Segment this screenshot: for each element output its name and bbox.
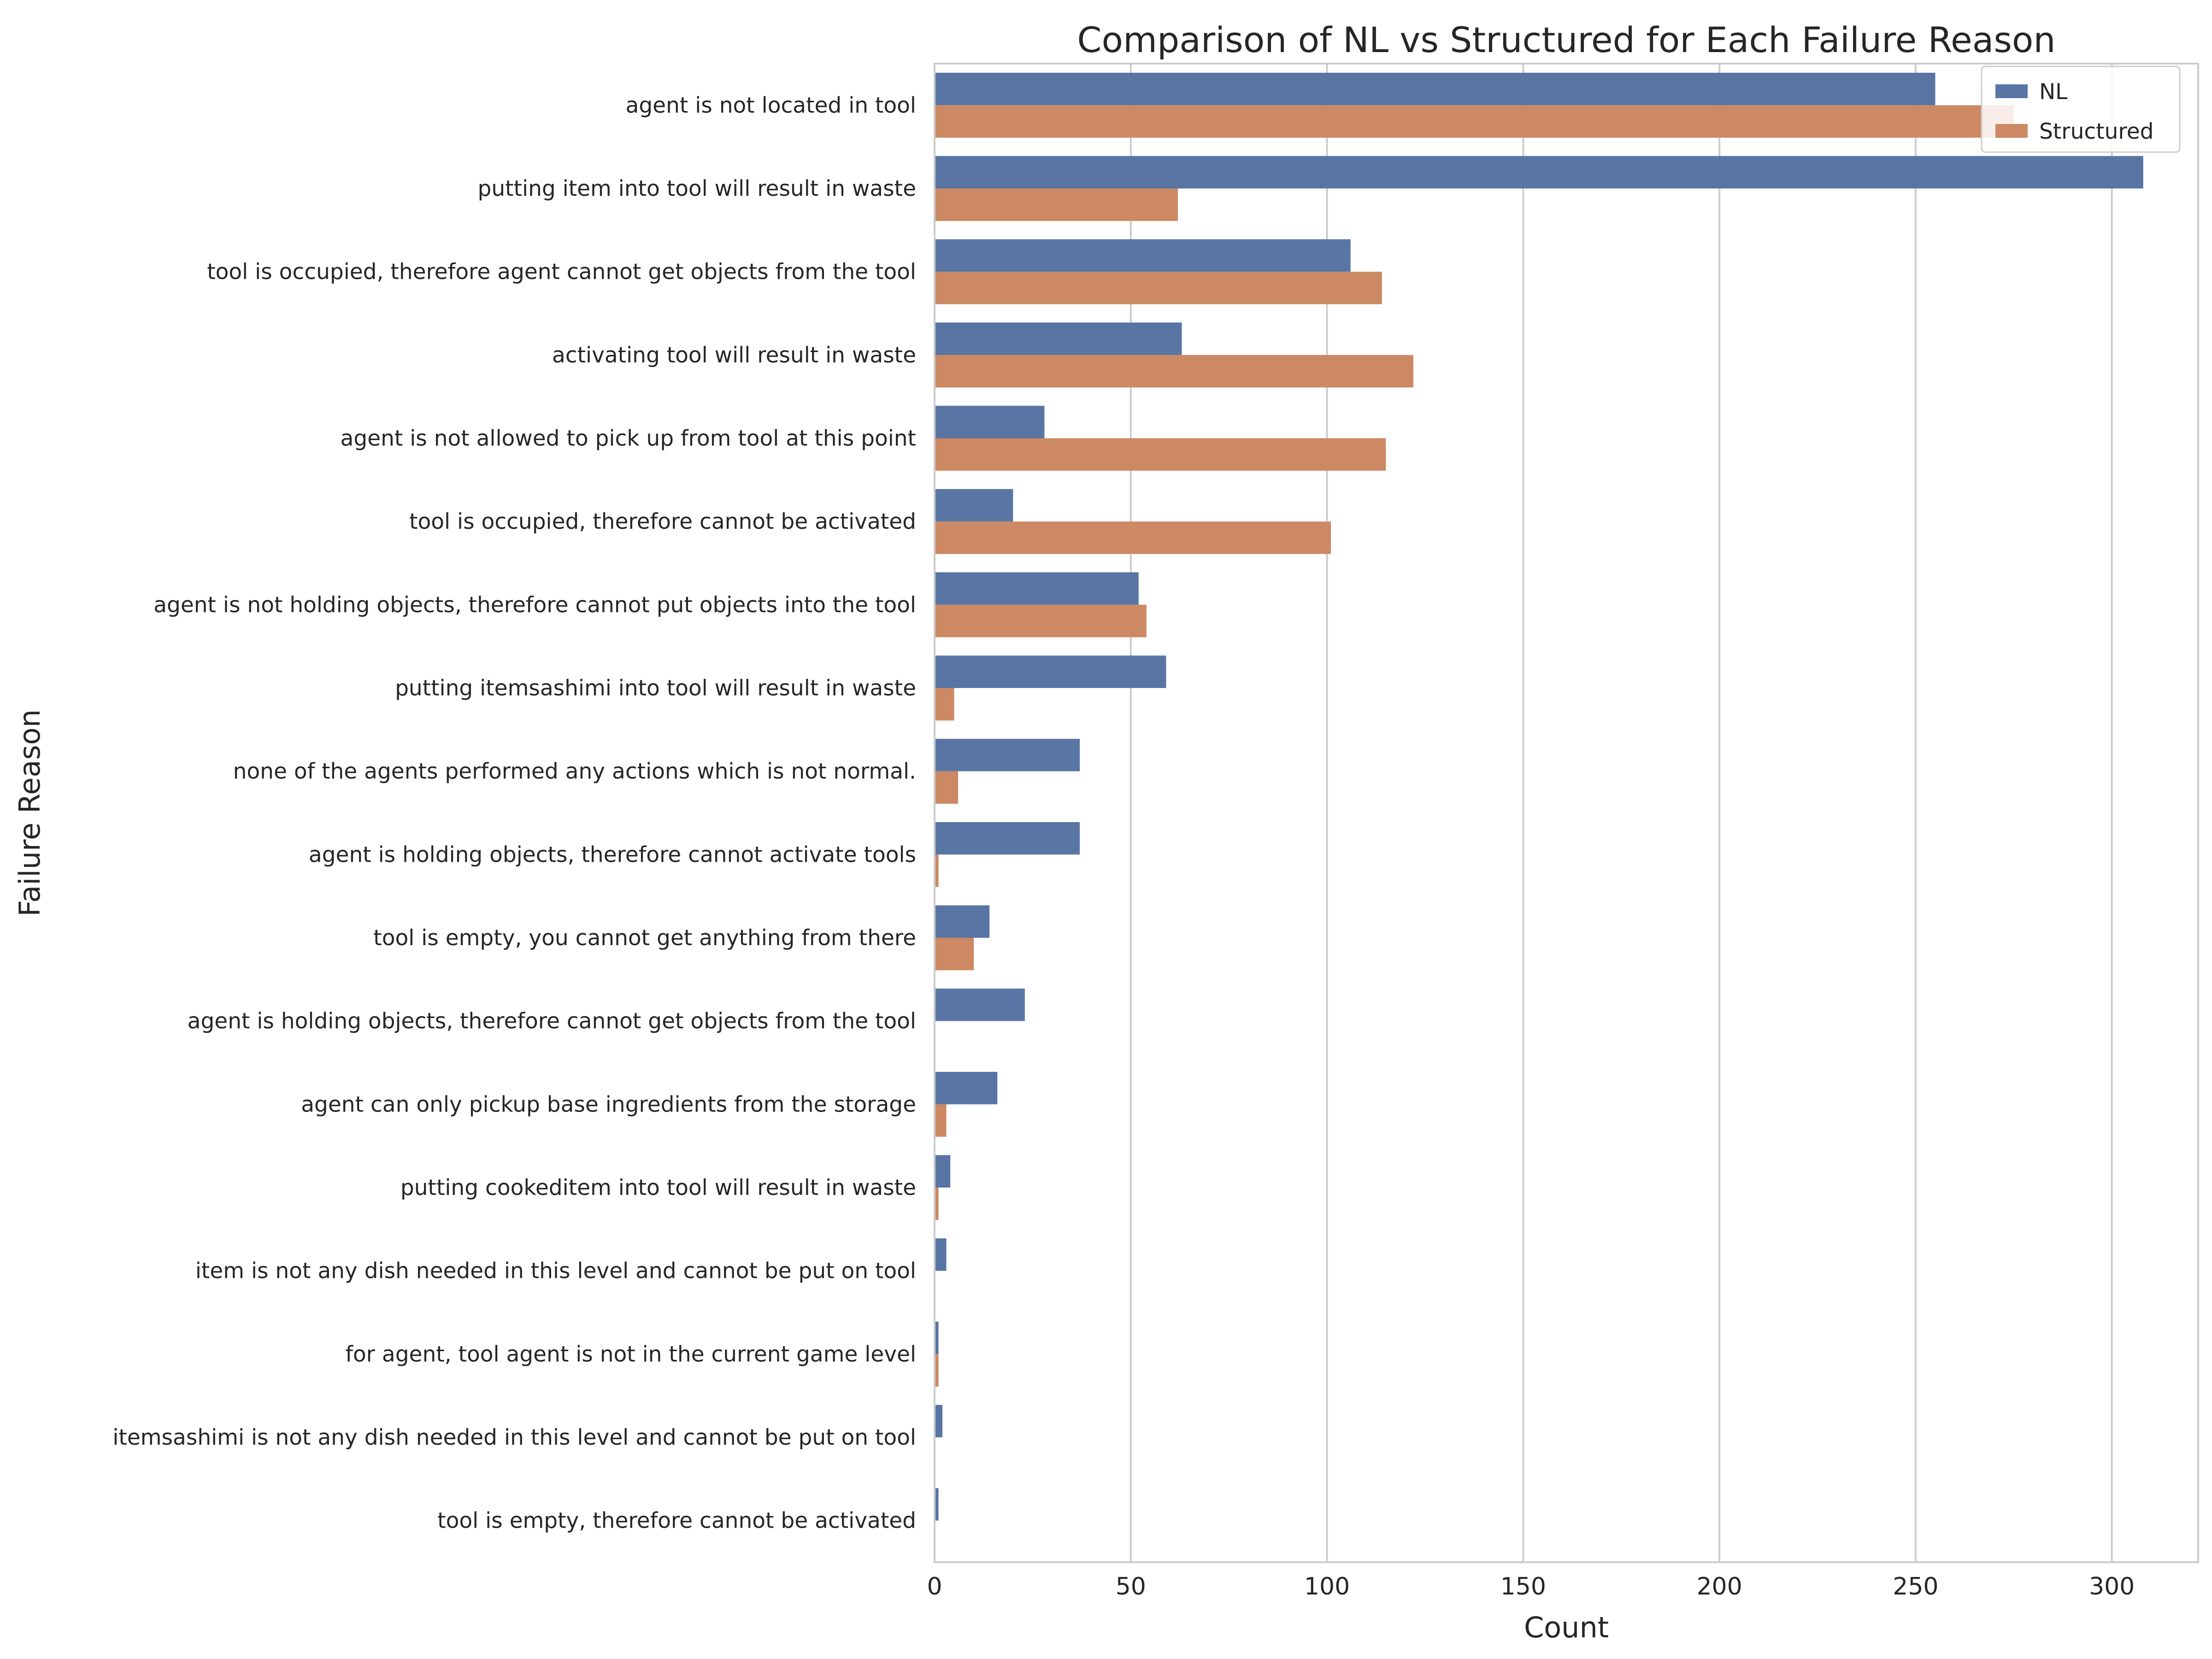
- y-tick-label-10: agent is holding objects, therefore cann…: [309, 842, 916, 867]
- y-tick-label-15: item is not any dish needed in this leve…: [195, 1259, 916, 1284]
- bar-nl-2: [935, 156, 2143, 188]
- y-tick-label-7: agent is not holding objects, therefore …: [153, 592, 916, 618]
- y-axis-label: Failure Reason: [13, 709, 47, 917]
- bar-nl-3: [935, 239, 1351, 272]
- x-axis-label: Count: [1524, 1611, 1609, 1644]
- x-axis-ticks: 0 50 100 150 200 250 300: [927, 1573, 2135, 1600]
- x-tick-label-150: 150: [1500, 1573, 1546, 1600]
- bar-structured-7: [935, 605, 1147, 637]
- bar-structured-13: [935, 1104, 947, 1137]
- bar-nl-6: [935, 489, 1013, 522]
- bar-nl-17: [935, 1405, 943, 1437]
- y-tick-label-6: tool is occupied, therefore cannot be ac…: [409, 509, 916, 535]
- legend-box: [1981, 65, 2181, 153]
- x-tick-label-300: 300: [2089, 1573, 2135, 1600]
- bar-structured-2: [935, 188, 1178, 221]
- bar-nl-8: [935, 655, 1166, 688]
- bar-structured-6: [935, 521, 1331, 554]
- x-tick-label-0: 0: [927, 1573, 942, 1600]
- bar-structured-10: [935, 854, 939, 887]
- x-tick-label-250: 250: [1893, 1573, 1938, 1600]
- bar-structured-5: [935, 438, 1386, 471]
- bar-structured-3: [935, 271, 1382, 305]
- bar-structured-1: [935, 105, 2014, 138]
- bar-nl-5: [935, 406, 1045, 438]
- bar-structured-8: [935, 688, 954, 721]
- y-tick-label-9: none of the agents performed any actions…: [233, 759, 916, 784]
- bar-nl-11: [935, 905, 990, 938]
- bar-structured-9: [935, 771, 959, 804]
- y-axis-ticks: agent is not located in tool putting item…: [112, 93, 916, 1533]
- bar-nl-4: [935, 322, 1182, 355]
- y-tick-label-3: tool is occupied, therefore agent cannot…: [207, 259, 916, 285]
- y-tick-label-8: putting itemsashimi into tool will resul…: [395, 676, 916, 701]
- chart-title: Comparison of NL vs Structured for Each …: [1077, 19, 2055, 60]
- legend-label-nl: NL: [2039, 79, 2067, 105]
- bar-nl-12: [935, 988, 1025, 1021]
- y-tick-label-13: agent can only pickup base ingredients f…: [301, 1092, 916, 1117]
- legend-label-structured: Structured: [2039, 119, 2153, 144]
- legend-swatch-structured: [1995, 124, 2028, 138]
- bar-structured-14: [935, 1188, 939, 1220]
- bar-structured-11: [935, 938, 974, 971]
- bar-nl-18: [935, 1488, 939, 1521]
- y-tick-label-18: tool is empty, therefore cannot be activ…: [437, 1508, 916, 1534]
- bar-structured-16: [935, 1354, 939, 1387]
- bar-nl-14: [935, 1155, 951, 1188]
- plot-frame: [934, 63, 2199, 1563]
- bar-nl-9: [935, 739, 1080, 771]
- bar-structured-4: [935, 355, 1413, 388]
- bar-nl-1: [935, 72, 1936, 106]
- legend: NL Structured: [1981, 65, 2181, 153]
- bar-nl-7: [935, 572, 1139, 605]
- bar-nl-13: [935, 1071, 998, 1105]
- grid-layer: [1130, 64, 2113, 1562]
- x-tick-label-100: 100: [1304, 1573, 1350, 1600]
- bar-nl-16: [935, 1321, 939, 1354]
- y-tick-label-11: tool is empty, you cannot get anything f…: [373, 925, 916, 951]
- y-tick-label-17: itemsashimi is not any dish needed in th…: [112, 1425, 916, 1450]
- y-tick-label-1: agent is not located in tool: [626, 93, 916, 118]
- y-tick-label-14: putting cookeditem into tool will result…: [400, 1175, 916, 1200]
- bar-nl-15: [935, 1238, 947, 1271]
- y-tick-label-5: agent is not allowed to pick up from too…: [341, 426, 916, 451]
- legend-swatch-nl: [1995, 84, 2028, 98]
- y-tick-label-16: for agent, tool agent is not in the curr…: [345, 1341, 916, 1367]
- x-tick-label-200: 200: [1696, 1573, 1742, 1600]
- y-tick-label-2: putting item into tool will result in wa…: [478, 176, 916, 201]
- y-tick-label-4: activating tool will result in waste: [552, 342, 916, 368]
- bar-nl-10: [935, 822, 1080, 855]
- bar-layer: [935, 72, 2143, 1521]
- y-tick-label-12: agent is holding objects, therefore cann…: [188, 1009, 916, 1034]
- x-tick-label-50: 50: [1116, 1573, 1146, 1600]
